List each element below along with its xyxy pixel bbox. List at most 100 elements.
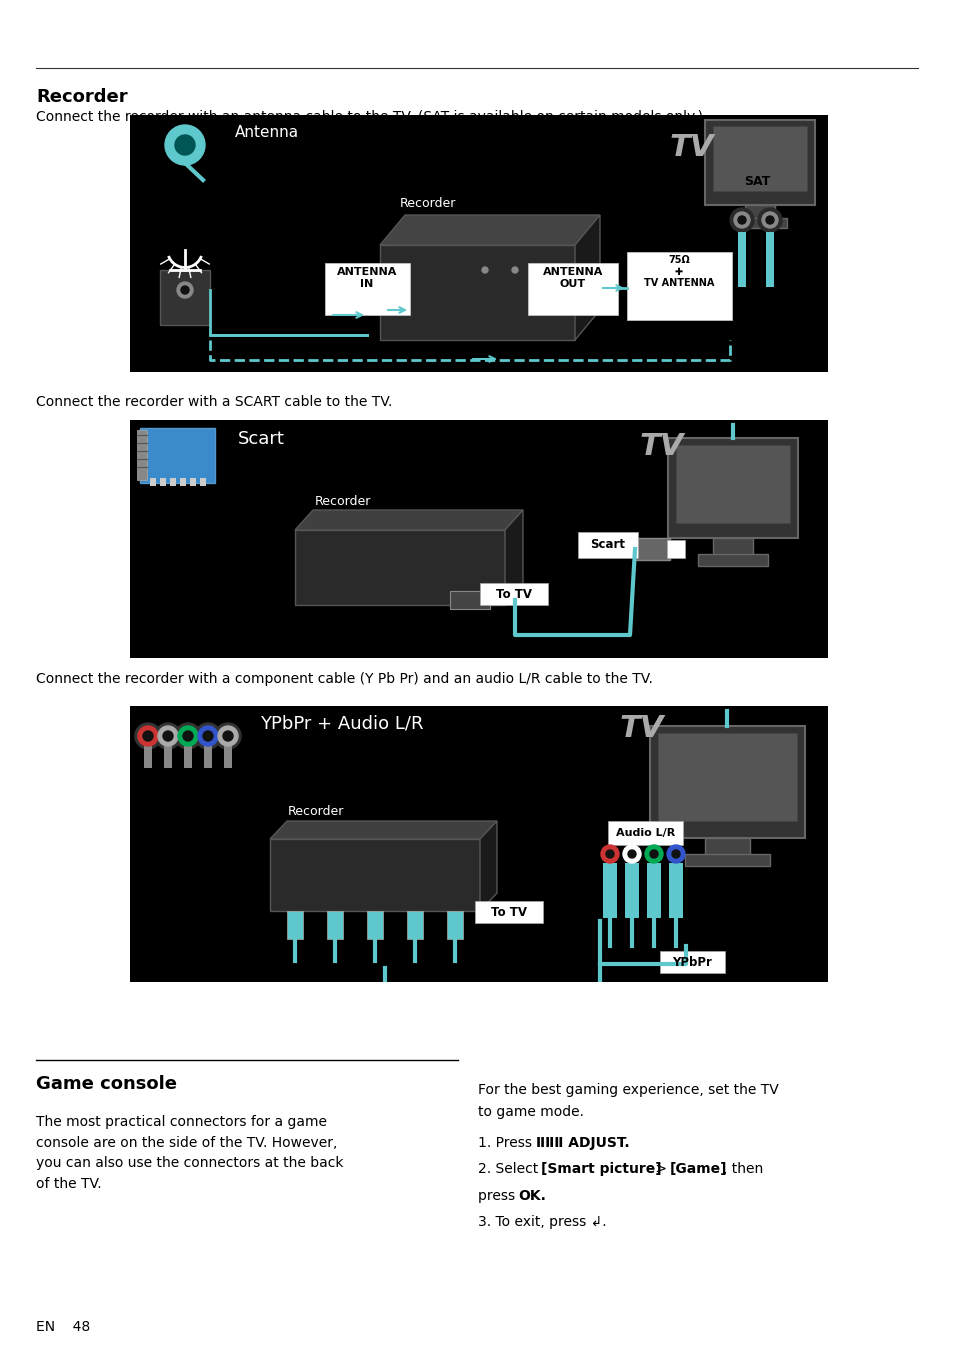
Text: Recorder: Recorder	[36, 88, 128, 106]
Bar	[729, 173, 784, 204]
Text: 1. Press: 1. Press	[477, 1136, 536, 1150]
Text: YPbPr: YPbPr	[671, 956, 711, 968]
Bar	[170, 478, 175, 486]
Bar	[180, 478, 186, 486]
Text: Scart: Scart	[237, 431, 285, 448]
Circle shape	[622, 845, 640, 862]
Text: Connect the recorder with a component cable (Y Pb Pr) and an audio L/R cable to : Connect the recorder with a component ca…	[36, 672, 653, 686]
Text: Connect the recorder with an antenna cable to the TV. (SAT is available on certa: Connect the recorder with an antenna cab…	[36, 110, 702, 125]
Circle shape	[765, 217, 773, 223]
Bar	[325, 263, 410, 315]
Circle shape	[177, 282, 193, 298]
Bar	[150, 478, 156, 486]
Circle shape	[218, 726, 237, 746]
Polygon shape	[479, 821, 497, 911]
Bar	[578, 532, 638, 558]
Text: OK.: OK.	[517, 1189, 545, 1202]
Text: Recorder: Recorder	[314, 496, 371, 508]
Bar	[658, 733, 796, 821]
Circle shape	[198, 726, 218, 746]
Bar	[294, 529, 504, 605]
Circle shape	[165, 125, 205, 165]
Polygon shape	[379, 215, 599, 245]
Text: TV: TV	[669, 133, 714, 162]
Circle shape	[758, 209, 781, 232]
Bar	[475, 900, 542, 923]
Text: TV: TV	[619, 714, 663, 743]
Circle shape	[666, 845, 684, 862]
Text: Scart: Scart	[590, 539, 625, 551]
Circle shape	[223, 731, 233, 741]
Bar	[738, 232, 745, 287]
Circle shape	[600, 845, 618, 862]
Bar	[744, 204, 774, 219]
Bar	[704, 121, 814, 204]
Text: ANTENNA
OUT: ANTENNA OUT	[542, 267, 602, 288]
Bar	[379, 245, 575, 340]
Circle shape	[738, 217, 745, 223]
Circle shape	[649, 850, 658, 858]
Text: Antenna: Antenna	[234, 125, 299, 139]
Bar	[160, 269, 210, 325]
Bar	[184, 746, 192, 768]
Bar	[204, 746, 212, 768]
Text: >: >	[650, 1162, 671, 1177]
Text: Audio L/R: Audio L/R	[616, 829, 675, 838]
Circle shape	[644, 845, 662, 862]
Bar	[287, 911, 303, 940]
Circle shape	[158, 726, 178, 746]
Bar	[684, 854, 769, 867]
Text: EN    48: EN 48	[36, 1320, 91, 1334]
Bar	[200, 478, 206, 486]
Text: SAT: SAT	[743, 175, 769, 188]
Bar	[668, 862, 682, 918]
Bar	[140, 428, 214, 483]
Bar	[270, 839, 479, 911]
Polygon shape	[270, 821, 497, 839]
Circle shape	[605, 850, 614, 858]
Bar	[635, 538, 669, 561]
Bar	[190, 478, 195, 486]
Bar	[327, 911, 343, 940]
Text: The most practical connectors for a game
console are on the side of the TV. Howe: The most practical connectors for a game…	[36, 1114, 343, 1190]
Circle shape	[194, 723, 221, 749]
Text: Game console: Game console	[36, 1075, 177, 1093]
Bar	[137, 431, 147, 481]
Circle shape	[512, 267, 517, 274]
Circle shape	[163, 731, 172, 741]
Text: For the best gaming experience, set the TV: For the best gaming experience, set the …	[477, 1083, 778, 1097]
Text: ANTENNA
IN: ANTENNA IN	[336, 267, 396, 288]
Bar	[367, 911, 382, 940]
Circle shape	[143, 731, 152, 741]
Text: 3. To exit, press ↲.: 3. To exit, press ↲.	[477, 1215, 606, 1229]
Text: Recorder: Recorder	[399, 196, 456, 210]
Bar	[130, 115, 827, 372]
Text: To TV: To TV	[496, 588, 532, 601]
Circle shape	[481, 267, 488, 274]
Circle shape	[181, 286, 189, 294]
Text: ⅡⅡⅡ ADJUST.: ⅡⅡⅡ ADJUST.	[536, 1136, 629, 1150]
Bar	[450, 590, 490, 609]
Bar	[130, 420, 827, 658]
Bar	[624, 862, 639, 918]
Circle shape	[154, 723, 181, 749]
Circle shape	[733, 213, 749, 227]
Circle shape	[174, 723, 201, 749]
Bar	[676, 445, 789, 523]
Bar	[407, 911, 422, 940]
Text: 75Ω
✚
TV ANTENNA: 75Ω ✚ TV ANTENNA	[643, 255, 714, 288]
Text: Recorder: Recorder	[288, 806, 344, 818]
Circle shape	[203, 731, 213, 741]
Bar	[704, 838, 749, 856]
Text: , then: , then	[722, 1162, 762, 1177]
Bar	[712, 126, 806, 191]
Bar	[160, 478, 166, 486]
Bar	[130, 705, 827, 982]
Circle shape	[135, 723, 161, 749]
Text: YPbPr + Audio L/R: YPbPr + Audio L/R	[260, 714, 423, 733]
Text: [Game]: [Game]	[669, 1162, 727, 1177]
Text: TV: TV	[639, 432, 683, 460]
Bar	[667, 437, 797, 538]
Bar	[649, 726, 804, 838]
Text: press: press	[477, 1189, 519, 1202]
